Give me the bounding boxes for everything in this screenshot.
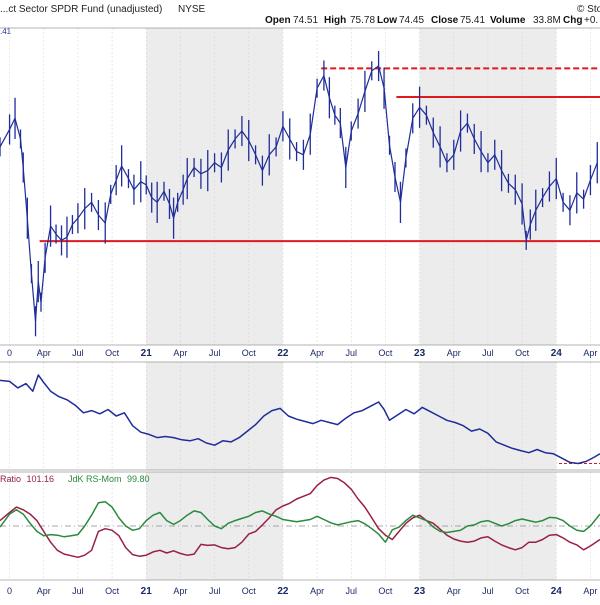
ohlc-low-value: 74.45 (399, 15, 424, 26)
x-tick-label: 22 (277, 586, 289, 597)
ohlc-close-label: Close (431, 15, 459, 26)
ohlc-low-label: Low (377, 15, 397, 26)
x-tick-label: Apr (37, 348, 51, 358)
x-tick-label: 21 (141, 348, 153, 359)
x-tick-label: Jul (482, 586, 494, 596)
price-panel (0, 27, 600, 346)
ohlc-high-value: 75.78 (350, 15, 375, 26)
ohlc-close-value: 75.41 (460, 15, 485, 26)
x-tick-label: Oct (515, 348, 530, 358)
x-tick-label: 23 (414, 586, 426, 597)
x-tick-label: Apr (310, 586, 324, 596)
exchange-label: NYSE (178, 4, 206, 15)
x-tick-label: 21 (141, 586, 153, 597)
x-tick-label: Apr (447, 586, 461, 596)
rs-ratio-legend-label: Ratio (0, 474, 21, 484)
x-tick-label: Jul (72, 348, 84, 358)
x-tick-label: Oct (105, 586, 120, 596)
x-tick-label: Jul (345, 348, 357, 358)
ratio-panel (0, 361, 600, 471)
jdk-legend: Ratio 101.16 JdK RS-Mom 99.80 (0, 474, 150, 484)
ohlc-open-label: Open (265, 15, 291, 26)
x-tick-label: Jul (209, 348, 221, 358)
rs-mom-legend-value: 99.80 (127, 474, 150, 484)
chart-header: ...ct Sector SPDR Fund (unadjusted) NYSE… (0, 4, 600, 36)
x-tick-label: 22 (277, 348, 289, 359)
chart-title: ...ct Sector SPDR Fund (unadjusted) (0, 4, 162, 15)
x-tick-label: Apr (173, 348, 187, 358)
rs-mom-legend-label: JdK RS-Mom (68, 474, 122, 484)
x-tick-label: Oct (378, 586, 393, 596)
x-tick-label: Apr (37, 586, 51, 596)
x-tick-label: 0 (7, 586, 12, 596)
x-tick-label: Jul (482, 348, 494, 358)
svg-text:JdK RS-Mom 99.80: JdK RS-Mom 99.80 (68, 474, 150, 484)
x-tick-label: Oct (378, 348, 393, 358)
x-tick-label: 0 (7, 348, 12, 358)
x-tick-label: Apr (583, 348, 597, 358)
jdk-rs-panel (0, 471, 600, 581)
x-tick-label: 24 (551, 348, 563, 359)
ohlc-volume-value: 33.8M (533, 15, 561, 26)
x-tick-label: Jul (209, 586, 221, 596)
x-tick-label: Oct (515, 586, 530, 596)
ohlc-chg-label: Chg (563, 15, 582, 26)
x-tick-label: Apr (173, 586, 187, 596)
ohlc-volume-label: Volume (490, 15, 526, 26)
x-tick-label: Jul (345, 586, 357, 596)
x-tick-label: Oct (242, 586, 257, 596)
x-tick-label: Oct (242, 348, 257, 358)
rs-mom-line (0, 500, 600, 543)
x-tick-label: 24 (551, 586, 563, 597)
x-tick-label: Apr (447, 348, 461, 358)
stockcharts-logo: © Sto (577, 4, 600, 15)
rs-ratio-line (0, 476, 600, 559)
x-tick-label: Oct (105, 348, 120, 358)
ohlc-open-value: 74.51 (293, 15, 318, 26)
x-tick-label: 23 (414, 348, 426, 359)
ohlc-chg-value: +0. (584, 15, 598, 26)
ratio-line (0, 374, 600, 465)
x-tick-label: Apr (583, 586, 597, 596)
price-legend: .41 (0, 27, 12, 36)
svg-text:Ratio 101.16: Ratio 101.16 (0, 474, 54, 484)
x-tick-label: Apr (310, 348, 324, 358)
x-tick-label: Jul (72, 586, 84, 596)
rs-ratio-legend-value: 101.16 (27, 474, 55, 484)
ohlc-high-label: High (324, 15, 346, 26)
